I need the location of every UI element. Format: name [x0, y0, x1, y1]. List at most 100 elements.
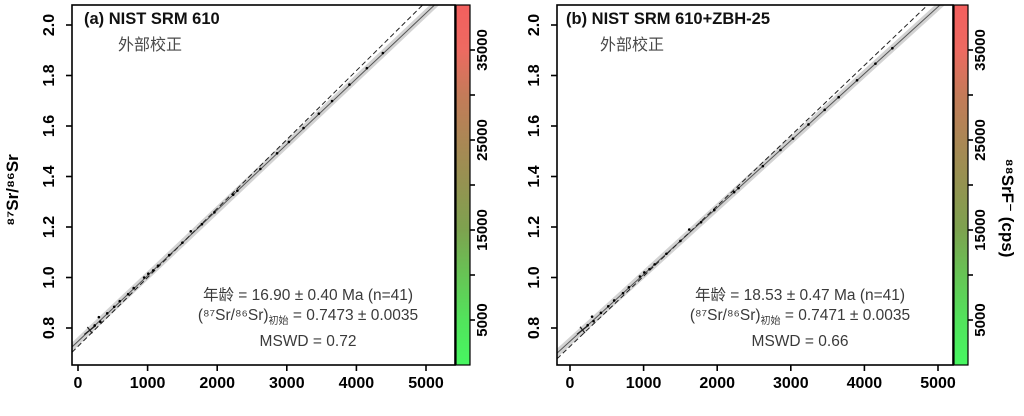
y-tick-label: 1.2	[41, 216, 58, 238]
colorbar-tick-label: 5000	[474, 303, 491, 336]
colorbar-tick-label: 25000	[474, 119, 491, 161]
y-tick-label: 1.6	[526, 115, 543, 137]
panel-a-age: 年龄 = 16.90 ± 0.40 Ma (n=41)	[202, 287, 414, 304]
confidence-band	[557, 5, 945, 358]
x-tick-label: 4000	[339, 375, 375, 392]
ellipse-center-dot	[855, 78, 859, 82]
y-tick-label: 2.0	[526, 14, 543, 36]
x-tick-label: 5000	[408, 375, 444, 392]
ellipse-center-dot	[599, 311, 603, 315]
ellipse-center-dot	[348, 83, 351, 86]
confidence-band	[72, 5, 440, 352]
panel-a-annotation: 年龄 = 16.90 ± 0.40 Ma (n=41) (⁸⁷Sr/⁸⁶Sr)初…	[153, 286, 463, 352]
ellipse-center-dot	[874, 62, 877, 65]
y-tick-label: 1.4	[41, 165, 58, 187]
origin-error-cross	[576, 325, 589, 335]
colorbar-tick-label: 35000	[474, 29, 491, 71]
ellipse-center-dot	[189, 229, 193, 233]
ellipse-center-dot	[737, 186, 740, 190]
ellipse-center-dot	[606, 304, 610, 308]
ellipse-center-dot	[807, 123, 810, 126]
ellipse-center-dot	[779, 148, 782, 152]
ellipse-center-dot	[365, 66, 369, 70]
ellipse-center-dot	[105, 312, 109, 315]
colorbar-tick-label: 15000	[474, 209, 491, 251]
ellipse-center-dot	[167, 253, 171, 257]
panel-a-subtitle: 外部校正	[118, 37, 183, 54]
ellipse-center-dot	[156, 264, 160, 267]
x-tick-label: 0	[74, 375, 83, 392]
panel-b-title: (b) NIST SRM 610+ZBH-25	[566, 10, 770, 28]
y-tick-label: 2.0	[41, 14, 58, 36]
panel-b-subtitle: 外部校正	[600, 37, 665, 54]
x-tick-label: 1000	[130, 375, 166, 392]
x-tick-label: 2000	[199, 375, 235, 392]
x-tick-label: 1000	[626, 375, 662, 392]
fit-line	[72, 5, 436, 348]
y-axis-label: ⁸⁷Sr/⁸⁶Sr	[3, 154, 22, 226]
ellipse-center-dot	[146, 272, 150, 276]
panel-b-age: 年龄 = 18.53 ± 0.47 Ma (n=41)	[694, 287, 906, 304]
ellipse-center-dot	[317, 112, 321, 115]
ellipse-center-dot	[699, 220, 703, 224]
ellipse-center-dot	[665, 252, 668, 256]
ellipse-center-dot	[181, 241, 184, 244]
ellipse-center-dot	[590, 315, 594, 318]
ellipse-center-dot	[712, 208, 716, 212]
y-tick-label: 1.0	[526, 266, 543, 288]
ellipse-center-dot	[648, 267, 651, 271]
ellipse-center-dot	[93, 324, 97, 327]
ellipse-center-dot	[638, 275, 642, 278]
colorbar-tick-label: 15000	[972, 209, 989, 251]
colorbar-tick-label: 35000	[972, 29, 989, 71]
y-tick-label: 1.8	[526, 64, 543, 86]
panel-b-annotation: 年龄 = 18.53 ± 0.47 Ma (n=41) (⁸⁷Sr/⁸⁶Sr)初…	[645, 286, 955, 352]
x-tick-label: 2000	[699, 375, 735, 392]
ellipse-center-dot	[627, 286, 631, 289]
y-tick-label: 1.0	[41, 266, 58, 288]
ellipse-center-dot	[302, 126, 305, 130]
panel-a-title: (a) NIST SRM 610	[84, 10, 220, 28]
y-tick-label: 0.8	[41, 317, 58, 339]
ellipse-center-dot	[275, 151, 279, 155]
ellipse-center-dot	[643, 271, 646, 274]
ellipse-center-dot	[287, 140, 291, 144]
panel-a-initial-ratio: (⁸⁷Sr/⁸⁶Sr)初始 = 0.7473 ± 0.0035	[197, 307, 419, 327]
reference-line	[557, 5, 929, 360]
x-tick-label: 4000	[847, 375, 883, 392]
ellipse-center-dot	[98, 320, 102, 323]
ellipse-center-dot	[837, 95, 840, 99]
colorbar-tick-label: 5000	[972, 303, 989, 336]
ellipse-center-dot	[330, 99, 334, 103]
x-tick-label: 5000	[920, 375, 956, 392]
ellipse-center-dot	[151, 269, 155, 272]
x-tick-label: 0	[566, 375, 575, 392]
colorbar-axis-label: ⁸⁸SrF⁻ (cps)	[998, 158, 1017, 258]
ellipse-center-dot	[891, 46, 894, 50]
ellipse-center-dot	[687, 228, 691, 231]
ellipse-center-dot	[118, 299, 122, 303]
plot-box	[71, 4, 456, 366]
ellipse-center-dot	[112, 305, 116, 309]
ellipse-center-dot	[126, 292, 130, 296]
colorbar	[953, 4, 969, 366]
ellipse-center-dot	[259, 167, 262, 171]
ellipse-center-dot	[142, 276, 146, 279]
ellipse-center-dot	[823, 108, 826, 112]
ellipse-center-dot	[231, 193, 235, 196]
panel-b-initial-ratio: (⁸⁷Sr/⁸⁶Sr)初始 = 0.7471 ± 0.0035	[689, 307, 911, 327]
y-tick-label: 1.8	[41, 64, 58, 86]
ellipse-center-dot	[761, 164, 765, 168]
ellipse-center-dot	[213, 211, 216, 214]
x-tick-label: 3000	[269, 375, 305, 392]
ellipse-center-dot	[679, 239, 682, 243]
plot-box	[556, 4, 954, 366]
reference-line	[72, 5, 424, 353]
panel-b-mswd: MSWD = 0.66	[751, 333, 849, 350]
y-tick-label: 1.6	[41, 115, 58, 137]
ellipse-center-dot	[612, 299, 616, 302]
colorbar-tick-label: 25000	[972, 119, 989, 161]
ellipse-center-dot	[732, 190, 736, 194]
ellipse-center-dot	[200, 222, 204, 226]
